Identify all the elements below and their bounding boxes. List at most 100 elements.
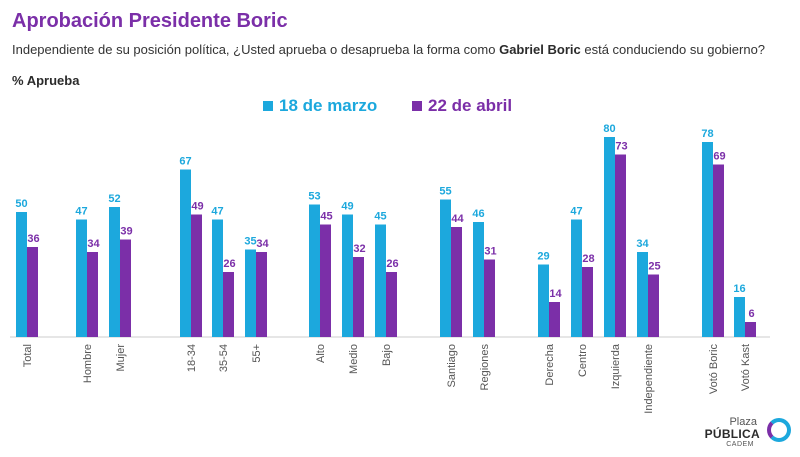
bar-18-marzo xyxy=(375,224,386,337)
bar-18-marzo xyxy=(571,219,582,337)
legend-item-series2: 22 de abril xyxy=(412,96,512,116)
legend-swatch-series2 xyxy=(412,101,422,111)
data-label-22-abril: 32 xyxy=(353,243,365,255)
data-label-18-marzo: 80 xyxy=(603,123,615,135)
category-label: Santiago xyxy=(446,344,458,387)
data-label-18-marzo: 16 xyxy=(733,283,745,295)
chart-title: Aprobación Presidente Boric xyxy=(12,10,288,32)
bar-18-marzo xyxy=(16,212,27,337)
bar-22-abril xyxy=(648,274,659,337)
data-label-22-abril: 14 xyxy=(549,288,562,300)
bar-18-marzo xyxy=(109,207,120,337)
bar-18-marzo xyxy=(212,219,223,337)
data-label-18-marzo: 55 xyxy=(439,186,451,198)
bar-22-abril xyxy=(451,227,462,337)
category-label: 55+ xyxy=(251,344,263,363)
unit-label: % Aprueba xyxy=(12,73,80,88)
bar-18-marzo xyxy=(473,222,484,337)
category-label: Centro xyxy=(577,344,589,377)
data-label-22-abril: 31 xyxy=(484,246,496,258)
bar-22-abril xyxy=(120,239,131,337)
bar-18-marzo xyxy=(538,264,549,337)
bar-18-marzo xyxy=(180,169,191,337)
data-label-22-abril: 34 xyxy=(256,238,269,250)
data-label-22-abril: 6 xyxy=(748,308,754,320)
bar-18-marzo xyxy=(702,142,713,337)
data-label-18-marzo: 52 xyxy=(108,193,120,205)
legend-label-series1: 18 de marzo xyxy=(279,96,378,115)
category-label: Hombre xyxy=(82,344,94,383)
category-label: 18-34 xyxy=(186,344,198,372)
bar-18-marzo xyxy=(76,219,87,337)
data-label-22-abril: 49 xyxy=(191,201,203,213)
survey-question: Independiente de su posición política, ¿… xyxy=(12,42,772,57)
data-label-22-abril: 25 xyxy=(648,261,660,273)
bar-18-marzo xyxy=(440,199,451,337)
category-label: 35-54 xyxy=(218,344,230,372)
logo-ring-icon xyxy=(767,418,791,442)
data-label-22-abril: 34 xyxy=(87,238,100,250)
data-label-22-abril: 36 xyxy=(27,233,39,245)
data-label-18-marzo: 45 xyxy=(374,211,386,223)
logo-line1: Plaza xyxy=(729,416,757,428)
data-label-22-abril: 45 xyxy=(320,211,332,223)
data-label-18-marzo: 67 xyxy=(179,156,191,168)
category-label: Total xyxy=(22,344,34,367)
bar-22-abril xyxy=(256,252,267,337)
data-label-18-marzo: 47 xyxy=(211,206,223,218)
bar-18-marzo xyxy=(604,137,615,337)
data-label-22-abril: 39 xyxy=(120,226,132,238)
bar-22-abril xyxy=(87,252,98,337)
data-label-22-abril: 44 xyxy=(451,213,464,225)
data-label-18-marzo: 50 xyxy=(15,198,27,210)
category-label: Alto xyxy=(315,344,327,363)
bar-22-abril xyxy=(582,267,593,337)
bar-22-abril xyxy=(320,224,331,337)
bar-22-abril xyxy=(484,259,495,337)
category-label: Bajo xyxy=(381,344,393,366)
bar-22-abril xyxy=(615,154,626,337)
data-label-18-marzo: 49 xyxy=(341,201,353,213)
data-label-22-abril: 28 xyxy=(582,253,594,265)
bar-22-abril xyxy=(549,302,560,337)
data-label-22-abril: 69 xyxy=(713,151,725,163)
question-text-start: Independiente de su posición política, ¿… xyxy=(12,42,500,57)
data-label-18-marzo: 35 xyxy=(244,236,256,248)
category-label: Izquierda xyxy=(610,343,622,389)
category-label: Regiones xyxy=(479,344,491,391)
bar-22-abril xyxy=(386,272,397,337)
data-label-18-marzo: 47 xyxy=(75,206,87,218)
bar-18-marzo xyxy=(309,204,320,337)
question-text-name: Gabriel Boric xyxy=(499,42,581,57)
data-label-18-marzo: 34 xyxy=(636,238,649,250)
data-label-22-abril: 73 xyxy=(615,141,627,153)
bar-22-abril xyxy=(27,247,38,337)
plaza-publica-logo: Plaza PÚBLICA CADEM xyxy=(705,413,795,453)
question-text-end: está conduciendo su gobierno? xyxy=(580,42,766,57)
category-label: Votó Boric xyxy=(708,344,720,395)
data-label-18-marzo: 78 xyxy=(701,128,713,140)
bar-18-marzo xyxy=(637,252,648,337)
bar-18-marzo xyxy=(245,249,256,337)
logo-line3: CADEM xyxy=(726,441,754,448)
category-label: Votó Kast xyxy=(740,344,752,391)
legend-swatch-series1 xyxy=(263,101,273,111)
data-label-22-abril: 26 xyxy=(386,258,398,270)
data-label-22-abril: 26 xyxy=(223,258,235,270)
category-label: Independiente xyxy=(643,344,655,414)
data-label-18-marzo: 53 xyxy=(308,191,320,203)
category-label: Derecha xyxy=(544,343,556,385)
bar-18-marzo xyxy=(734,297,745,337)
bar-22-abril xyxy=(745,322,756,337)
bar-22-abril xyxy=(353,257,364,337)
data-label-18-marzo: 47 xyxy=(570,206,582,218)
bar-22-abril xyxy=(223,272,234,337)
logo-line2: PÚBLICA xyxy=(704,427,760,441)
category-label: Medio xyxy=(348,344,360,374)
bar-22-abril xyxy=(191,214,202,337)
bar-22-abril xyxy=(713,164,724,337)
data-label-18-marzo: 29 xyxy=(537,251,549,263)
category-label: Mujer xyxy=(115,344,127,372)
bar-18-marzo xyxy=(342,214,353,337)
